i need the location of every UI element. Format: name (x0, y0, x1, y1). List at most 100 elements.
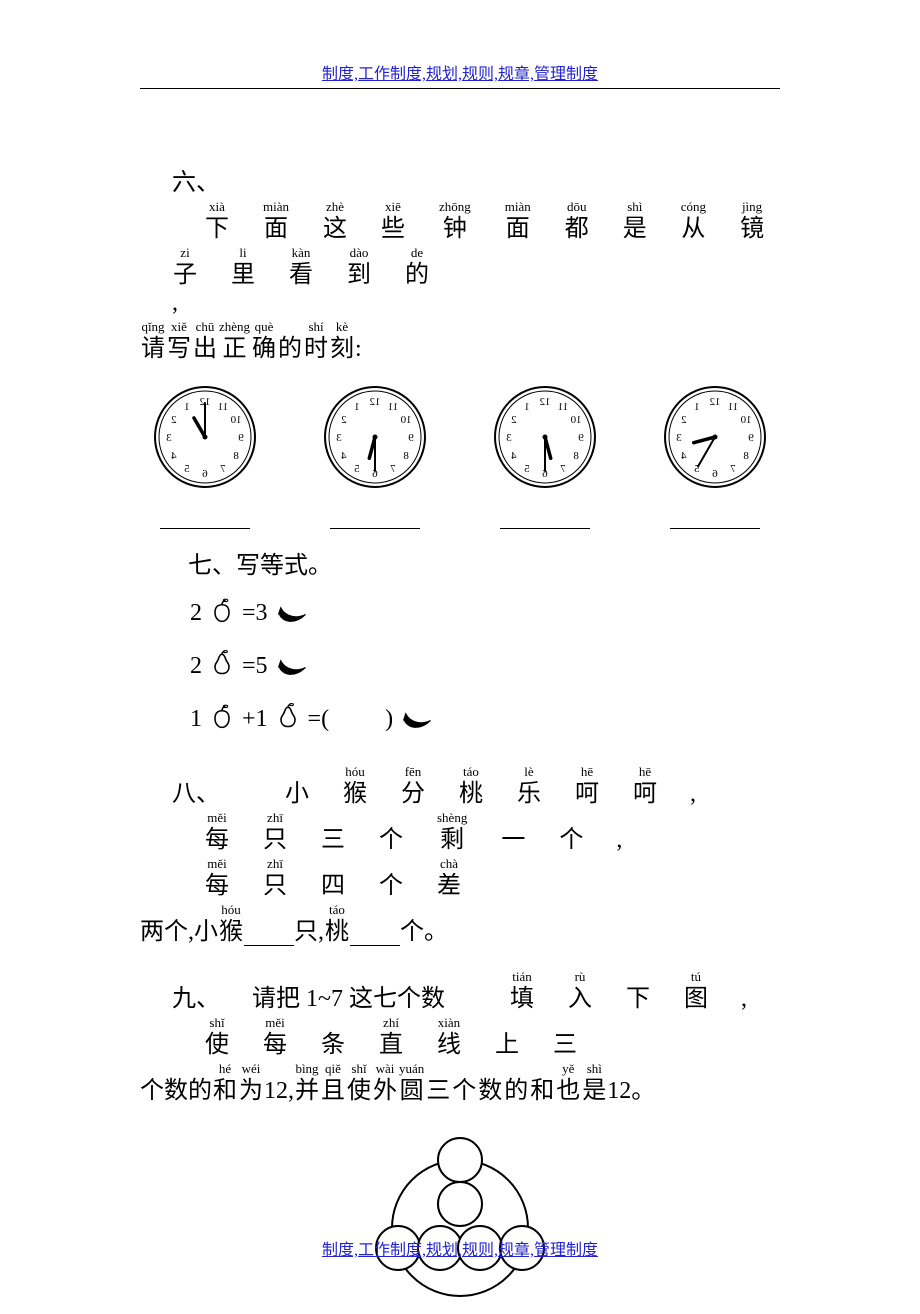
answer-blank[interactable] (160, 510, 250, 529)
ruby-char: shèng剩 (405, 811, 467, 855)
ruby-char: 三 (426, 1062, 450, 1106)
ruby-char: què确 (252, 320, 276, 364)
svg-text:8: 8 (573, 450, 579, 462)
svg-text:11: 11 (728, 401, 739, 413)
eq1-lhs-num: 2 (190, 600, 202, 627)
eq2-lhs-num: 2 (190, 653, 202, 680)
svg-text:12: 12 (710, 396, 721, 408)
banana-icon (399, 698, 435, 741)
q8-blank2[interactable] (350, 925, 400, 946)
q8-prefix: 八、 (140, 780, 220, 809)
banana-icon (274, 592, 310, 635)
q6-line1: 六、 xià下miàn面zhè这xiē些zhōng钟miàn面dōu都shì是c… (140, 169, 780, 318)
eq1-eq: =3 (242, 600, 268, 627)
ruby-char: shǐ使 (347, 1062, 371, 1106)
ruby-char: shí时 (304, 320, 328, 364)
q8-line1: 八、 小hóu猴fēn分táo桃lè乐hē呵hē呵 , měi每zhī只 三 个… (140, 763, 780, 900)
q8-c2: , (584, 826, 622, 855)
svg-text:2: 2 (511, 414, 516, 426)
q9-diagram (350, 1124, 570, 1314)
answer-blank[interactable] (500, 510, 590, 529)
svg-text:3: 3 (506, 432, 512, 444)
q7-eq1: 2 =3 (190, 592, 780, 635)
svg-text:6: 6 (202, 468, 208, 480)
ruby-char: shǐ使 (173, 1016, 229, 1060)
ruby-char: 四 (289, 857, 345, 901)
mirror-clock-icon: 121110987654321 (150, 382, 260, 492)
ruby-char: měi每 (173, 857, 229, 901)
ruby-char: 数 (478, 1062, 502, 1106)
ruby-char: dào到 (315, 246, 371, 290)
q9-line1: 九、 请把 1~7 这七个数 tián填rù入 下tú图 , shǐ使měi每 … (140, 968, 780, 1060)
ruby-char: shì是 (582, 1062, 606, 1106)
svg-text:5: 5 (354, 463, 360, 475)
svg-text:7: 7 (220, 463, 226, 475)
clock-item: 121110987654321 (320, 382, 430, 529)
ruby-char: qiě且 (321, 1062, 345, 1106)
svg-text:8: 8 (403, 450, 409, 462)
footer-link[interactable]: 制度,工作制度,规划,规则,规章,管理制度 (0, 1236, 920, 1260)
q6-colon: : (355, 335, 362, 364)
ruby-char: xiàn线 (405, 1016, 461, 1060)
ruby-char: bìng并 (295, 1062, 319, 1106)
svg-text:1: 1 (524, 401, 530, 413)
ruby-char: zhī只 (231, 857, 287, 901)
ruby-char: 三 (521, 1016, 577, 1060)
answer-blank[interactable] (670, 510, 760, 529)
svg-text:11: 11 (218, 401, 229, 413)
eq3-close: ) (385, 706, 393, 733)
svg-text:7: 7 (730, 463, 736, 475)
q6-line2: qǐng请xiě写chū出zhèng正què确 的shí时kè刻 : (140, 318, 780, 364)
ruby-char: 条 (289, 1016, 345, 1060)
ruby-char: zhī只 (231, 811, 287, 855)
eq3-a: 1 (190, 706, 202, 733)
q6-prefix: 六、 (140, 169, 220, 198)
answer-blank[interactable] (330, 510, 420, 529)
svg-text:7: 7 (560, 463, 566, 475)
ruby-char: jìng镜 (708, 200, 764, 244)
q9-l2c: 12。 (607, 1077, 655, 1106)
ruby-char: rù入 (536, 970, 592, 1014)
q8-line2: 两个,小 hóu猴 只, táo桃 个。 (140, 901, 780, 947)
svg-text:10: 10 (570, 414, 582, 426)
svg-text:4: 4 (341, 450, 347, 462)
clock-item: 121110987654321 (150, 382, 260, 529)
svg-text:4: 4 (681, 450, 687, 462)
q9-l2b: 12, (264, 1077, 294, 1106)
header-link[interactable]: 制度,工作制度,规划,规则,规章,管理制度 (140, 60, 780, 84)
ruby-char: zhí直 (347, 1016, 403, 1060)
clock-item: 121110987654321 (660, 382, 770, 529)
ruby-char: kàn看 (257, 246, 313, 290)
svg-text:9: 9 (238, 432, 244, 444)
ruby-char: chū出 (193, 320, 217, 364)
svg-text:6: 6 (712, 468, 718, 480)
ruby-char: 一 (469, 811, 525, 855)
ruby-char: 个 (527, 811, 583, 855)
ruby-char: shì是 (591, 200, 647, 244)
q9-line2: 个数的 hé和 wéi为 12, bìng并qiě且shǐ使wài外yuán圆 … (140, 1060, 780, 1106)
q7-equations: 2 =3 2 =5 1 +1 =( ) (190, 592, 780, 741)
q8-blank1[interactable] (244, 925, 294, 946)
svg-text:1: 1 (354, 401, 360, 413)
apple-icon (208, 596, 236, 631)
ruby-char: qǐng请 (141, 320, 165, 364)
banana-icon (274, 645, 310, 688)
svg-text:10: 10 (400, 414, 412, 426)
eq2-eq: =5 (242, 653, 268, 680)
ruby-char: 和 (530, 1062, 554, 1106)
ruby-char: zhōng钟 (407, 200, 471, 244)
q9-seg1-plain: 请把 1~7 这七个数 (220, 985, 445, 1014)
ruby-char: 个 (347, 857, 403, 901)
ruby-char: dōu都 (533, 200, 589, 244)
ruby-char: miàn面 (231, 200, 289, 244)
svg-text:2: 2 (681, 414, 687, 426)
ruby-char: 三 (289, 811, 345, 855)
svg-text:5: 5 (524, 463, 530, 475)
ruby-char: 上 (463, 1016, 519, 1060)
clock-item: 121110987654321 (490, 382, 600, 529)
ruby-char: xià下 (173, 200, 229, 244)
ruby-char: 个 (452, 1062, 476, 1106)
q8-l2a: 两个,小 (140, 918, 218, 947)
ruby-char: měi每 (231, 1016, 287, 1060)
ruby-char: kè刻 (330, 320, 354, 364)
